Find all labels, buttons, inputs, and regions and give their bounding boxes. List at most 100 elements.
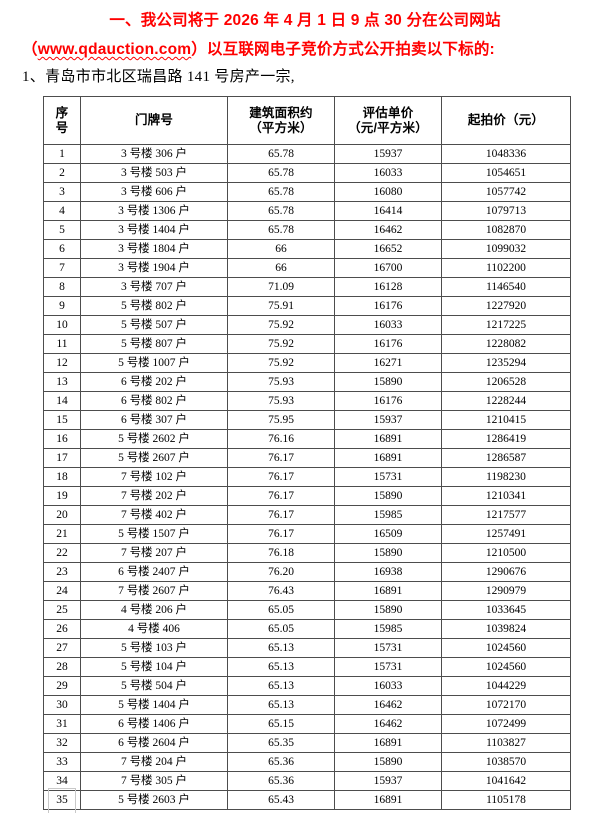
cell-area: 65.36 bbox=[227, 752, 335, 772]
cell-sequence: 1 bbox=[43, 144, 81, 164]
cell-starting-price: 1257491 bbox=[441, 524, 571, 544]
cell-unit: 5 号楼 103 户 bbox=[80, 638, 228, 658]
cell-starting-price: 1217225 bbox=[441, 315, 571, 335]
cell-area: 65.15 bbox=[227, 714, 335, 734]
cell-unit-price: 16080 bbox=[334, 182, 442, 202]
cell-unit: 7 号楼 102 户 bbox=[80, 467, 228, 487]
cell-sequence: 3 bbox=[43, 182, 81, 202]
cell-sequence: 19 bbox=[43, 486, 81, 506]
cell-sequence: 11 bbox=[43, 334, 81, 354]
table-row: 33 7 号楼 204 户 65.36 15890 1038570 bbox=[43, 752, 571, 772]
cell-starting-price: 1041642 bbox=[441, 771, 571, 791]
column-header-unit-price-line1: 评估单价 bbox=[362, 105, 414, 120]
cell-area: 76.16 bbox=[227, 429, 335, 449]
table-row: 19 7 号楼 202 户 76.17 15890 1210341 bbox=[43, 486, 571, 506]
cell-unit-price: 15890 bbox=[334, 600, 442, 620]
cell-unit: 5 号楼 2602 户 bbox=[80, 429, 228, 449]
cell-unit-price: 15890 bbox=[334, 486, 442, 506]
cell-unit: 5 号楼 1507 户 bbox=[80, 524, 228, 544]
cell-starting-price: 1048336 bbox=[441, 144, 571, 164]
cell-unit-price: 15731 bbox=[334, 657, 442, 677]
column-header-unit-price: 评估单价 （元/平方米） bbox=[334, 96, 442, 145]
auction-website-url[interactable]: www.qdauction.com bbox=[37, 41, 192, 58]
cell-starting-price: 1228244 bbox=[441, 391, 571, 411]
cell-starting-price: 1057742 bbox=[441, 182, 571, 202]
cell-sequence: 18 bbox=[43, 467, 81, 487]
cell-area: 65.36 bbox=[227, 771, 335, 791]
listing-table-container: 序 号 门牌号 建筑面积约 （平方米） 评估单价 （元/平方米） 起拍价（元） … bbox=[43, 96, 571, 810]
auction-datetime-line: 一、我公司将于 2026 年 4 月 1 日 9 点 30 分在公司网站 bbox=[109, 12, 501, 29]
cell-area: 66 bbox=[227, 258, 335, 278]
cell-unit-price: 16176 bbox=[334, 334, 442, 354]
cell-unit-price: 15937 bbox=[334, 144, 442, 164]
cell-unit-price: 16128 bbox=[334, 277, 442, 297]
table-row: 12 5 号楼 1007 户 75.92 16271 1235294 bbox=[43, 353, 571, 373]
cell-unit-price: 16891 bbox=[334, 733, 442, 753]
cell-starting-price: 1146540 bbox=[441, 277, 571, 297]
cell-unit: 5 号楼 802 户 bbox=[80, 296, 228, 316]
cell-starting-price: 1228082 bbox=[441, 334, 571, 354]
cell-area: 65.78 bbox=[227, 220, 335, 240]
cell-starting-price: 1227920 bbox=[441, 296, 571, 316]
paren-open: （ bbox=[22, 41, 38, 58]
table-row: 30 5 号楼 1404 户 65.13 16462 1072170 bbox=[43, 695, 571, 715]
table-row: 25 4 号楼 206 户 65.05 15890 1033645 bbox=[43, 600, 571, 620]
page-corner-artifact bbox=[48, 788, 76, 813]
cell-unit-price: 16462 bbox=[334, 695, 442, 715]
column-header-area-line1: 建筑面积约 bbox=[249, 105, 313, 120]
table-row: 24 7 号楼 2607 户 76.43 16891 1290979 bbox=[43, 581, 571, 601]
cell-starting-price: 1082870 bbox=[441, 220, 571, 240]
cell-unit-price: 16462 bbox=[334, 714, 442, 734]
cell-starting-price: 1054651 bbox=[441, 163, 571, 183]
cell-unit-price: 15937 bbox=[334, 771, 442, 791]
cell-area: 65.43 bbox=[227, 790, 335, 810]
cell-unit-price: 16891 bbox=[334, 448, 442, 468]
cell-area: 65.13 bbox=[227, 695, 335, 715]
cell-unit: 3 号楼 503 户 bbox=[80, 163, 228, 183]
column-header-unit-price-line2: （元/平方米） bbox=[348, 120, 428, 135]
cell-area: 71.09 bbox=[227, 277, 335, 297]
cell-area: 75.92 bbox=[227, 334, 335, 354]
cell-area: 65.13 bbox=[227, 638, 335, 658]
cell-starting-price: 1038570 bbox=[441, 752, 571, 772]
cell-sequence: 24 bbox=[43, 581, 81, 601]
table-row: 16 5 号楼 2602 户 76.16 16891 1286419 bbox=[43, 429, 571, 449]
cell-unit-price: 16462 bbox=[334, 220, 442, 240]
cell-unit: 5 号楼 104 户 bbox=[80, 657, 228, 677]
cell-starting-price: 1103827 bbox=[441, 733, 571, 753]
table-row: 18 7 号楼 102 户 76.17 15731 1198230 bbox=[43, 467, 571, 487]
cell-unit: 3 号楼 1904 户 bbox=[80, 258, 228, 278]
cell-starting-price: 1024560 bbox=[441, 638, 571, 658]
cell-area: 66 bbox=[227, 239, 335, 259]
cell-area: 65.05 bbox=[227, 600, 335, 620]
cell-area: 75.91 bbox=[227, 296, 335, 316]
cell-sequence: 7 bbox=[43, 258, 81, 278]
cell-area: 76.20 bbox=[227, 562, 335, 582]
column-header-starting-price: 起拍价（元） bbox=[441, 96, 571, 145]
cell-unit-price: 15985 bbox=[334, 505, 442, 525]
cell-unit: 5 号楼 807 户 bbox=[80, 334, 228, 354]
cell-unit: 6 号楼 307 户 bbox=[80, 410, 228, 430]
cell-sequence: 6 bbox=[43, 239, 81, 259]
table-row: 27 5 号楼 103 户 65.13 15731 1024560 bbox=[43, 638, 571, 658]
cell-unit: 7 号楼 402 户 bbox=[80, 505, 228, 525]
cell-unit-price: 16176 bbox=[334, 391, 442, 411]
cell-sequence: 31 bbox=[43, 714, 81, 734]
cell-unit: 6 号楼 2604 户 bbox=[80, 733, 228, 753]
cell-unit: 6 号楼 202 户 bbox=[80, 372, 228, 392]
cell-starting-price: 1072170 bbox=[441, 695, 571, 715]
cell-unit-price: 16891 bbox=[334, 790, 442, 810]
cell-unit: 3 号楼 1404 户 bbox=[80, 220, 228, 240]
cell-unit-price: 16033 bbox=[334, 676, 442, 696]
cell-area: 65.78 bbox=[227, 201, 335, 221]
cell-area: 75.92 bbox=[227, 315, 335, 335]
cell-starting-price: 1105178 bbox=[441, 790, 571, 810]
table-row: 17 5 号楼 2607 户 76.17 16891 1286587 bbox=[43, 448, 571, 468]
cell-unit-price: 16414 bbox=[334, 201, 442, 221]
cell-sequence: 2 bbox=[43, 163, 81, 183]
